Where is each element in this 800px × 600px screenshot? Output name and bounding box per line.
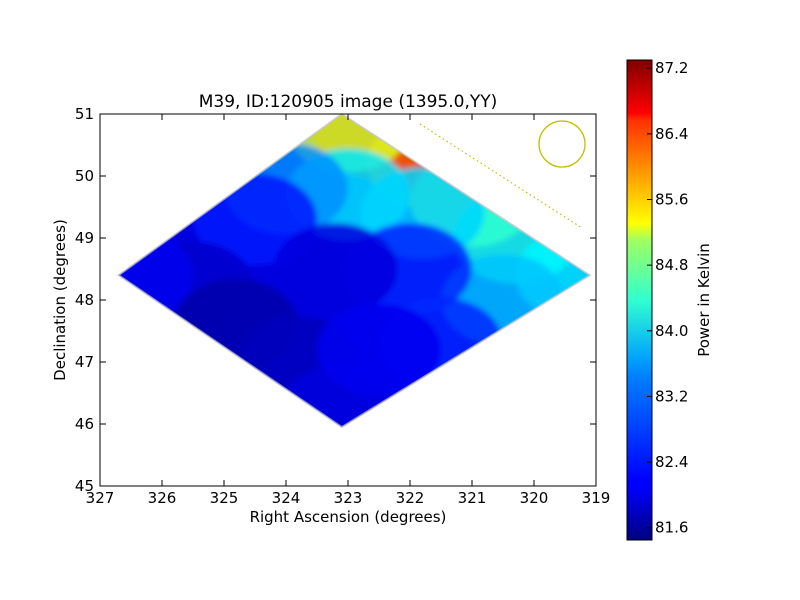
- heatmap-sample-16: [118, 229, 193, 322]
- edge-dotted-line: [419, 123, 583, 229]
- y-tick-label: 47: [75, 353, 94, 371]
- y-tick-label: 48: [75, 291, 94, 309]
- y-tick-label: 50: [75, 167, 94, 185]
- colorbar-tick-label: 84.0: [655, 322, 688, 340]
- x-tick-label: 322: [396, 489, 425, 507]
- colorbar-tick-label: 81.6: [655, 519, 688, 537]
- colorbar-tick-label: 85.6: [655, 190, 688, 208]
- x-tick-label: 325: [210, 489, 239, 507]
- y-tick-label: 49: [75, 229, 94, 247]
- x-tick-label: 327: [86, 489, 115, 507]
- y-axis: 45 46 47 48 49 50 51: [75, 105, 596, 495]
- beam-circle: [538, 120, 586, 168]
- x-axis-label: Right Ascension (degrees): [250, 508, 447, 526]
- x-tick-label: 326: [148, 489, 177, 507]
- x-tick-label: 320: [520, 489, 549, 507]
- colorbar: [626, 59, 653, 541]
- colorbar-tick-label: 87.2: [655, 59, 688, 77]
- y-axis-label: Declination (degrees): [51, 219, 69, 381]
- heatmap-sample-19: [317, 303, 441, 396]
- y-tick-label: 51: [75, 105, 94, 123]
- colorbar-tick-label: 83.2: [655, 387, 688, 405]
- colorbar-axis: 81.6 82.4 83.2 84.0 84.8 85.6 86.4 87.2: [647, 59, 688, 537]
- x-axis: 327 326 325 324 323 322 321 320 319: [86, 114, 611, 507]
- heatmap-sample-12: [273, 223, 398, 315]
- colorbar-tick-label: 82.4: [655, 453, 688, 471]
- x-tick-label: 324: [272, 489, 301, 507]
- x-tick-label: 319: [582, 489, 611, 507]
- x-tick-label: 321: [458, 489, 487, 507]
- colorbar-label: Power in Kelvin: [695, 243, 713, 357]
- y-tick-label: 46: [75, 415, 94, 433]
- y-tick-label: 45: [75, 477, 94, 495]
- colorbar-tick-label: 86.4: [655, 125, 688, 143]
- x-tick-label: 323: [334, 489, 363, 507]
- region-outline: [116, 112, 592, 429]
- colorbar-tick-label: 84.8: [655, 256, 688, 274]
- heatmap-blobs: [118, 114, 590, 428]
- heatmap-layer: [118, 114, 590, 428]
- chart-title: M39, ID:120905 image (1395.0,YY): [199, 92, 498, 112]
